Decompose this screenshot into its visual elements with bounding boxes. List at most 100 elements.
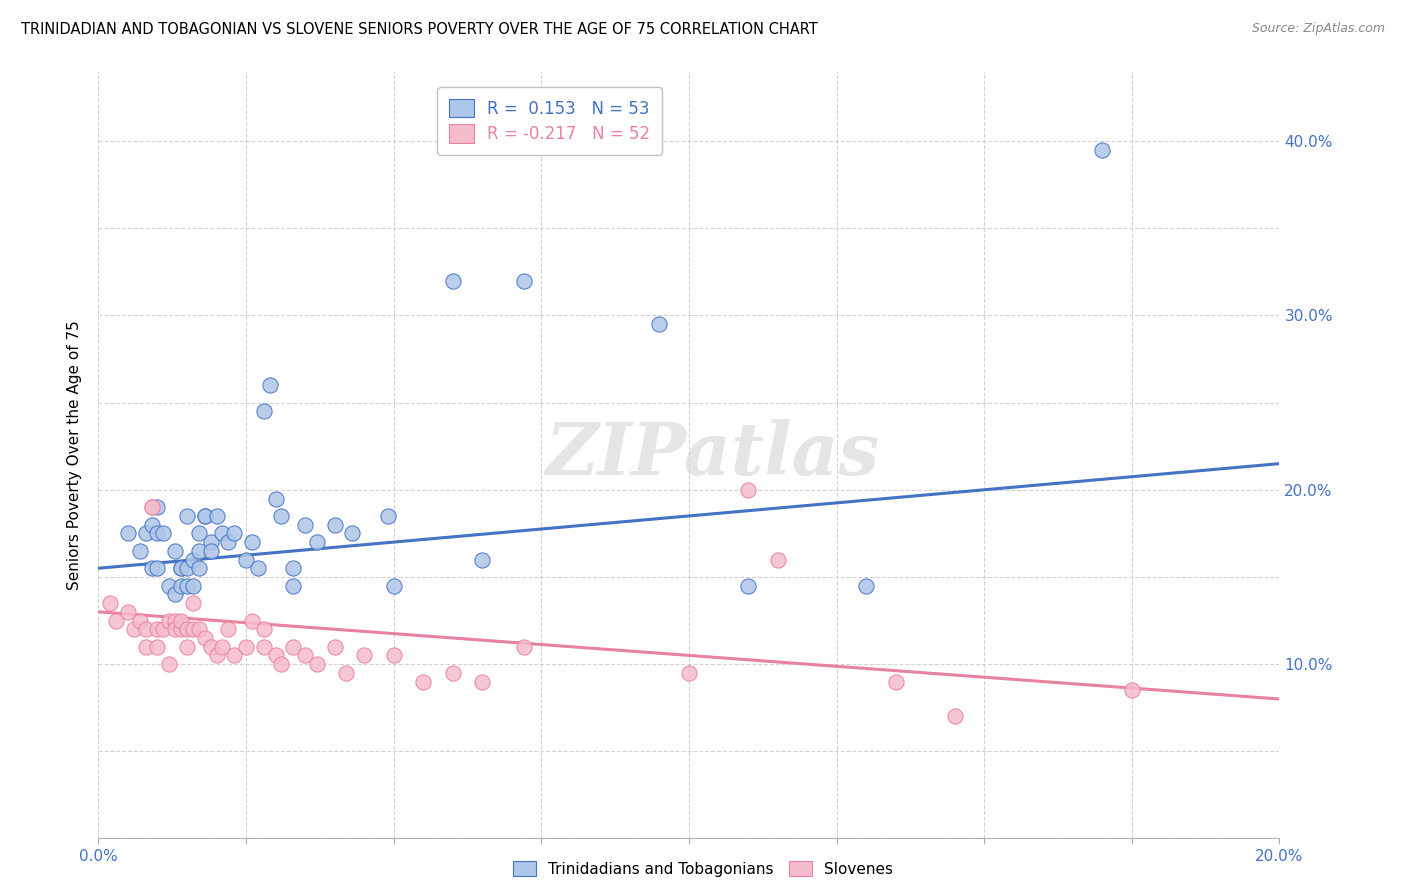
Point	[1121, 683, 1143, 698]
Point	[146, 561, 169, 575]
Text: TRINIDADIAN AND TOBAGONIAN VS SLOVENE SENIORS POVERTY OVER THE AGE OF 75 CORRELA: TRINIDADIAN AND TOBAGONIAN VS SLOVENE SE…	[21, 22, 818, 37]
Point	[170, 614, 193, 628]
Point	[200, 640, 222, 654]
Legend: Trinidadians and Tobagonians, Slovenes: Trinidadians and Tobagonians, Slovenes	[505, 853, 901, 884]
Point	[253, 404, 276, 418]
Point	[264, 648, 287, 663]
Text: Source: ZipAtlas.com: Source: ZipAtlas.com	[1251, 22, 1385, 36]
Point	[323, 640, 346, 654]
Point	[224, 526, 246, 541]
Point	[141, 500, 163, 515]
Point	[235, 552, 257, 566]
Point	[246, 561, 269, 575]
Point	[146, 622, 169, 636]
Point	[211, 640, 233, 654]
Point	[170, 579, 193, 593]
Point	[766, 552, 789, 566]
Point	[512, 274, 534, 288]
Legend: R =  0.153   N = 53, R = -0.217   N = 52: R = 0.153 N = 53, R = -0.217 N = 52	[437, 87, 662, 154]
Point	[1091, 143, 1114, 157]
Point	[146, 526, 169, 541]
Point	[141, 561, 163, 575]
Point	[323, 517, 346, 532]
Point	[382, 579, 405, 593]
Point	[187, 622, 209, 636]
Point	[200, 543, 222, 558]
Point	[128, 543, 150, 558]
Point	[737, 483, 759, 497]
Point	[471, 552, 494, 566]
Point	[855, 579, 877, 593]
Point	[117, 605, 139, 619]
Point	[187, 543, 209, 558]
Point	[205, 648, 228, 663]
Point	[170, 561, 193, 575]
Point	[165, 543, 187, 558]
Point	[342, 526, 364, 541]
Point	[205, 508, 228, 523]
Point	[194, 631, 217, 645]
Point	[943, 709, 966, 723]
Point	[152, 622, 174, 636]
Point	[176, 579, 198, 593]
Point	[146, 640, 169, 654]
Point	[217, 535, 239, 549]
Point	[253, 640, 276, 654]
Point	[270, 508, 292, 523]
Point	[305, 657, 328, 672]
Point	[737, 579, 759, 593]
Point	[141, 517, 163, 532]
Point	[648, 317, 671, 331]
Point	[157, 579, 180, 593]
Point	[176, 640, 198, 654]
Point	[441, 274, 464, 288]
Point	[176, 561, 198, 575]
Point	[283, 561, 305, 575]
Text: ZIPatlas: ZIPatlas	[546, 419, 880, 491]
Point	[135, 526, 157, 541]
Point	[165, 587, 187, 601]
Point	[270, 657, 292, 672]
Point	[294, 517, 316, 532]
Point	[235, 640, 257, 654]
Point	[105, 614, 128, 628]
Point	[259, 378, 281, 392]
Point	[194, 508, 217, 523]
Point	[135, 622, 157, 636]
Point	[441, 665, 464, 680]
Point	[181, 622, 204, 636]
Point	[176, 622, 198, 636]
Point	[412, 674, 434, 689]
Point	[240, 535, 263, 549]
Point	[181, 552, 204, 566]
Point	[211, 526, 233, 541]
Point	[217, 622, 239, 636]
Point	[512, 640, 534, 654]
Point	[283, 640, 305, 654]
Point	[170, 561, 193, 575]
Point	[353, 648, 375, 663]
Point	[471, 674, 494, 689]
Point	[181, 596, 204, 610]
Point	[200, 535, 222, 549]
Point	[224, 648, 246, 663]
Point	[187, 526, 209, 541]
Point	[181, 579, 204, 593]
Point	[176, 508, 198, 523]
Point	[377, 508, 399, 523]
Point	[194, 508, 217, 523]
Point	[253, 622, 276, 636]
Point	[165, 622, 187, 636]
Point	[157, 657, 180, 672]
Point	[240, 614, 263, 628]
Point	[117, 526, 139, 541]
Point	[152, 526, 174, 541]
Point	[382, 648, 405, 663]
Point	[187, 561, 209, 575]
Point	[170, 622, 193, 636]
Point	[141, 500, 163, 515]
Point	[678, 665, 700, 680]
Point	[135, 640, 157, 654]
Point	[146, 500, 169, 515]
Point	[884, 674, 907, 689]
